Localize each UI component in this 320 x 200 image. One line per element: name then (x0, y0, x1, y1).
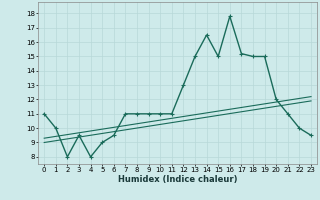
X-axis label: Humidex (Indice chaleur): Humidex (Indice chaleur) (118, 175, 237, 184)
